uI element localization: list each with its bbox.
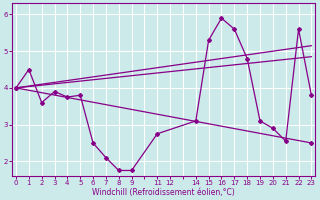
- X-axis label: Windchill (Refroidissement éolien,°C): Windchill (Refroidissement éolien,°C): [92, 188, 235, 197]
